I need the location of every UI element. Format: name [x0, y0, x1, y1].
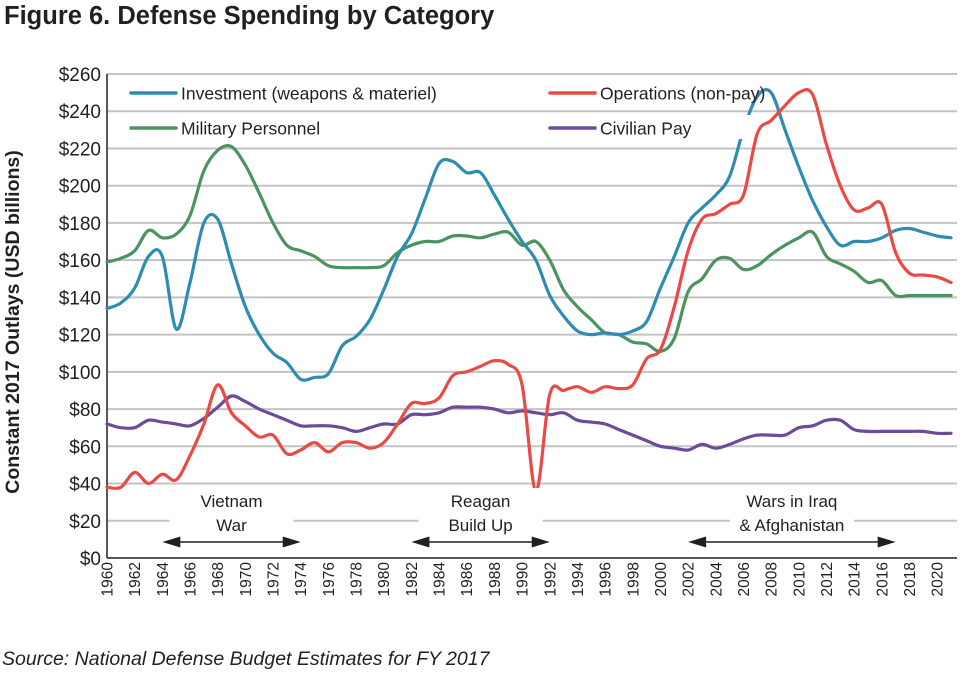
- y-tick-label: $240: [59, 102, 101, 123]
- x-tick-label: 1970: [238, 562, 255, 597]
- y-tick-label: $80: [69, 400, 101, 421]
- annotations: Vietnam War Reagan Build Up Wars in Iraq & Af…: [162, 488, 896, 548]
- x-tick-label: 1986: [459, 562, 476, 596]
- annotation: Reagan Build Up: [411, 488, 550, 548]
- annotation-bg: [729, 488, 854, 538]
- x-tick-label: 2014: [847, 562, 864, 597]
- y-tick-label: $20: [69, 512, 101, 533]
- axes: [106, 74, 957, 559]
- annotation-label: Build Up: [448, 516, 512, 535]
- x-tick-label: 1996: [598, 562, 615, 596]
- x-tick-label: 1962: [127, 562, 144, 596]
- x-tick-label: 2008: [764, 562, 781, 596]
- x-tick-label: 1984: [432, 562, 449, 597]
- y-tick-label: $260: [59, 65, 101, 86]
- x-tick-label: 1978: [349, 562, 366, 596]
- x-tick-label: 2012: [819, 562, 836, 596]
- x-tick-label: 1990: [515, 562, 532, 597]
- y-tick-label: $120: [59, 326, 101, 347]
- annotation-label: Wars in Iraq: [746, 492, 837, 511]
- x-tick-label: 1994: [570, 562, 587, 597]
- source-label: Source: [2, 648, 64, 670]
- arrow-right-icon: [877, 536, 896, 548]
- annotation-bg: [169, 488, 294, 538]
- legend: Investment (weapons & materiel) Operation…: [127, 80, 765, 139]
- x-tick-label: 1964: [155, 562, 172, 597]
- legend-label: Military Personnel: [181, 119, 320, 139]
- arrow-left-icon: [162, 536, 181, 548]
- x-tick-label: 1992: [542, 562, 559, 596]
- source-text: National Defense Budget Estimates for FY…: [74, 648, 490, 670]
- series-line-civilian-pay: [105, 394, 953, 452]
- x-tick-label: 2002: [681, 562, 698, 596]
- source-colon: :: [63, 648, 75, 670]
- y-tick-label: $140: [59, 288, 101, 309]
- x-axis-ticks: 1960 1962 1964 1966 1968 1970 1972 1974 1976 1978…: [100, 562, 947, 597]
- legend-label: Operations (non-pay): [600, 84, 765, 104]
- x-tick-label: 2000: [653, 562, 670, 597]
- annotation: Vietnam War: [162, 488, 301, 548]
- arrow-left-icon: [688, 536, 707, 548]
- y-tick-label: $180: [59, 214, 101, 235]
- x-tick-label: 1998: [625, 562, 642, 596]
- series-lines: [105, 88, 953, 493]
- x-tick-label: 2020: [930, 562, 947, 597]
- x-tick-label: 2006: [736, 562, 753, 596]
- gridlines: [107, 73, 957, 522]
- y-axis-ticks: $0 $20 $40 $60 $80 $100 $120 $140 $160 $180 $200 $2…: [59, 65, 101, 570]
- series-line-military-personnel: [105, 143, 953, 354]
- y-tick-label: $100: [59, 363, 101, 384]
- arrow-right-icon: [282, 536, 301, 548]
- x-tick-label: 1966: [183, 562, 200, 596]
- x-tick-label: 2016: [874, 562, 891, 596]
- y-tick-label: $60: [69, 437, 101, 458]
- x-tick-label: 2018: [902, 562, 919, 596]
- x-tick-label: 1972: [266, 562, 283, 596]
- x-tick-label: 1982: [404, 562, 421, 596]
- chart-title: Figure 6. Defense Spending by Category: [4, 2, 495, 30]
- annotation-label: War: [216, 516, 247, 535]
- source-note: Source: National Defense Budget Estimate…: [2, 648, 489, 671]
- y-tick-label: $200: [59, 177, 101, 198]
- y-axis-label: Constant 2017 Outlays (USD billions): [2, 150, 24, 493]
- y-tick-label: $220: [59, 139, 101, 160]
- series-line-investment-weapons-materiel: [105, 88, 953, 382]
- x-tick-label: 1974: [293, 562, 310, 597]
- arrow-right-icon: [531, 536, 550, 548]
- legend-bg: [127, 115, 482, 139]
- arrow-left-icon: [411, 536, 430, 548]
- y-tick-label: $0: [80, 549, 101, 570]
- annotation-label: & Afghanistan: [739, 516, 844, 535]
- annotation-bg: [418, 488, 543, 538]
- x-tick-label: 2004: [708, 562, 725, 597]
- annotation-label: Reagan: [451, 492, 511, 511]
- legend-label: Civilian Pay: [600, 119, 692, 139]
- legend-label: Investment (weapons & materiel): [181, 84, 437, 104]
- series-line-operations-non-pay: [105, 88, 953, 493]
- y-tick-label: $40: [69, 475, 101, 496]
- x-tick-label: 1988: [487, 562, 504, 596]
- y-tick-label: $160: [59, 251, 101, 272]
- x-tick-label: 1976: [321, 562, 338, 596]
- annotation: Wars in Iraq & Afghanistan: [688, 488, 896, 548]
- annotation-label: Vietnam: [200, 492, 262, 511]
- legend-bg: [127, 80, 482, 104]
- x-tick-label: 2010: [791, 562, 808, 597]
- x-tick-label: 1968: [210, 562, 227, 596]
- x-tick-label: 1960: [100, 562, 117, 597]
- x-tick-label: 1980: [376, 562, 393, 597]
